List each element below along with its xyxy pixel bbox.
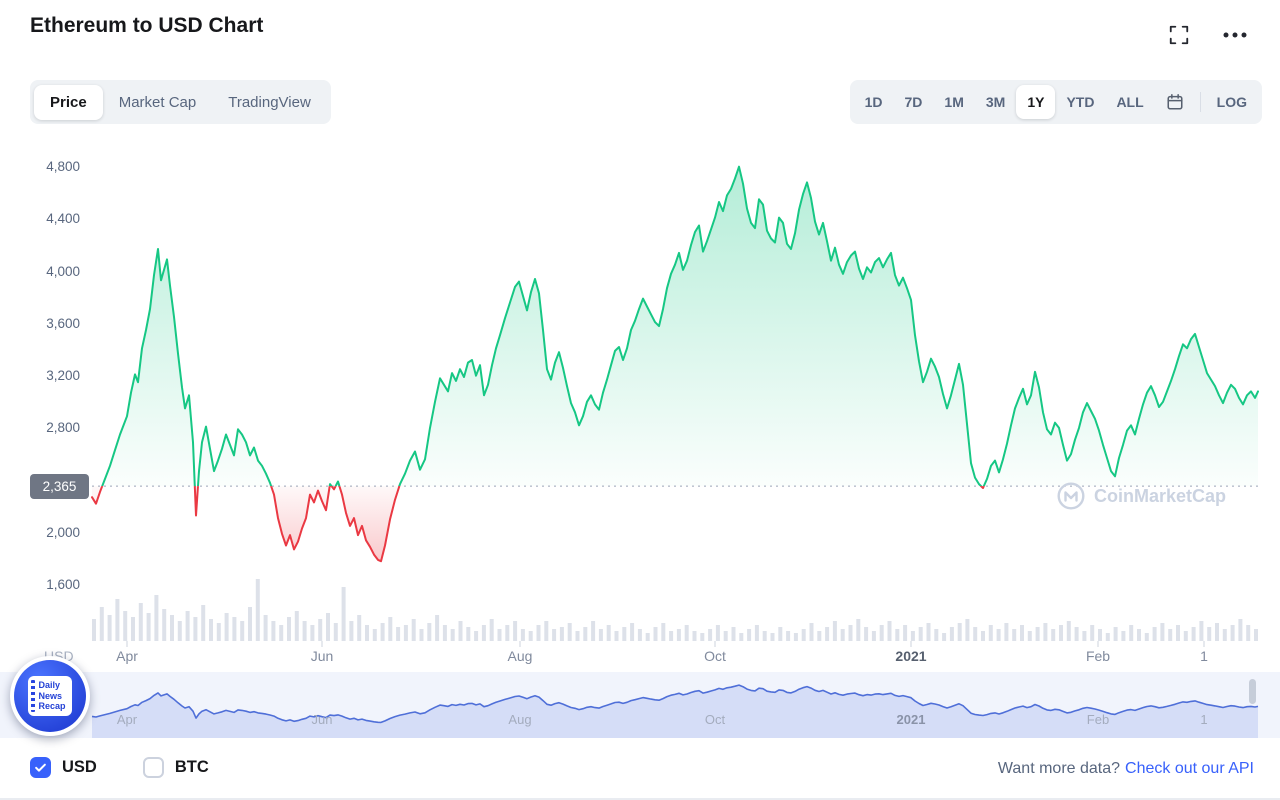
news-widget-circle: Daily News Recap bbox=[14, 660, 86, 732]
y-axis-label: 3,600 bbox=[46, 315, 80, 331]
range-tabs: 1D 7D 1M 3M 1Y YTD ALL bbox=[854, 85, 1155, 119]
brush-label-feb: Feb bbox=[1086, 712, 1110, 727]
chart-tab-market-cap[interactable]: Market Cap bbox=[103, 85, 213, 120]
brush-label-apr: Apr bbox=[116, 712, 138, 727]
fullscreen-button[interactable] bbox=[1166, 22, 1192, 51]
y-axis-label: 2,800 bbox=[46, 420, 80, 436]
range-tab-3m[interactable]: 3M bbox=[975, 85, 1016, 119]
brush-label-1: 1 bbox=[1200, 712, 1208, 727]
x-axis-label-apr: Apr bbox=[116, 648, 138, 664]
range-tab-1m[interactable]: 1M bbox=[933, 85, 974, 119]
checkmark-icon bbox=[35, 763, 46, 772]
bottom-divider bbox=[0, 798, 1280, 800]
range-tab-all[interactable]: ALL bbox=[1105, 85, 1154, 119]
currency-toggle-usd[interactable]: USD bbox=[30, 757, 97, 778]
x-axis-label-feb: Feb bbox=[1085, 648, 1111, 664]
chart-tab-tradingview[interactable]: TradingView bbox=[212, 85, 327, 120]
news-widget-text-line: Daily bbox=[38, 679, 60, 690]
range-toolbar: 1D 7D 1M 3M 1Y YTD ALL LOG bbox=[849, 80, 1262, 124]
brush-scrollbar[interactable] bbox=[1249, 679, 1256, 704]
expand-icon bbox=[1169, 25, 1189, 45]
news-recap-icon: Daily News Recap bbox=[28, 675, 72, 717]
coinmarketcap-watermark: CoinMarketCap bbox=[1056, 481, 1226, 511]
api-link[interactable]: Check out our API bbox=[1125, 760, 1254, 777]
ellipsis-icon bbox=[1223, 32, 1247, 38]
currency-toggles: USD BTC bbox=[30, 757, 209, 778]
x-axis-label-1: 1 bbox=[1200, 648, 1208, 664]
coinmarketcap-logo-icon bbox=[1057, 482, 1085, 510]
more-options-button[interactable] bbox=[1220, 26, 1250, 47]
news-widget-text-line: News bbox=[38, 690, 62, 701]
x-axis-label-2021: 2021 bbox=[895, 648, 927, 664]
range-tab-ytd[interactable]: YTD bbox=[1055, 85, 1105, 119]
brush-label-jun: Jun bbox=[311, 712, 333, 727]
y-axis-label: 4,000 bbox=[46, 263, 80, 279]
chart-tab-price[interactable]: Price bbox=[34, 84, 103, 120]
brush-label-2021: 2021 bbox=[896, 712, 926, 727]
range-tab-1y[interactable]: 1Y bbox=[1016, 85, 1056, 119]
log-scale-toggle[interactable]: LOG bbox=[1206, 85, 1258, 119]
y-axis-label: 3,200 bbox=[46, 368, 80, 383]
x-axis-label-oct: Oct bbox=[704, 648, 726, 664]
range-tab-7d[interactable]: 7D bbox=[894, 85, 934, 119]
price-chart[interactable] bbox=[0, 132, 1280, 652]
range-tab-1d[interactable]: 1D bbox=[854, 85, 894, 119]
toolbar-divider bbox=[1199, 92, 1201, 112]
brush-label-oct: Oct bbox=[704, 712, 726, 727]
y-axis-label: 4,800 bbox=[46, 159, 80, 174]
checkbox-checked[interactable] bbox=[30, 757, 51, 778]
daily-news-recap-widget[interactable]: Daily News Recap bbox=[10, 656, 90, 736]
currency-label: BTC bbox=[174, 758, 209, 776]
currency-toggle-btc[interactable]: BTC bbox=[142, 757, 209, 778]
checkbox-unchecked[interactable] bbox=[142, 757, 164, 778]
calendar-icon bbox=[1167, 94, 1183, 110]
watermark-label: CoinMarketCap bbox=[1094, 485, 1227, 506]
current-price-badge: 2,365 bbox=[30, 473, 89, 499]
y-axis-label: 1,600 bbox=[46, 577, 80, 592]
brush-label-aug: Aug bbox=[508, 712, 532, 727]
x-axis-label-aug: Aug bbox=[507, 648, 533, 664]
x-axis-label-jun: Jun bbox=[310, 648, 334, 664]
brush-background bbox=[0, 672, 1280, 738]
y-axis-label: 2,000 bbox=[46, 524, 80, 540]
chart-type-tabs: Price Market Cap TradingView bbox=[30, 80, 331, 124]
news-widget-text-line: Recap bbox=[38, 701, 66, 712]
cta-text: Want more data? bbox=[997, 760, 1121, 777]
page-title: Ethereum to USD Chart bbox=[30, 14, 264, 37]
api-cta: Want more data? Check out our API bbox=[998, 760, 1254, 778]
y-axis-label: 4,400 bbox=[46, 211, 80, 227]
currency-label: USD bbox=[62, 758, 97, 776]
calendar-button[interactable] bbox=[1155, 84, 1195, 120]
brush-chart[interactable] bbox=[0, 672, 1280, 738]
